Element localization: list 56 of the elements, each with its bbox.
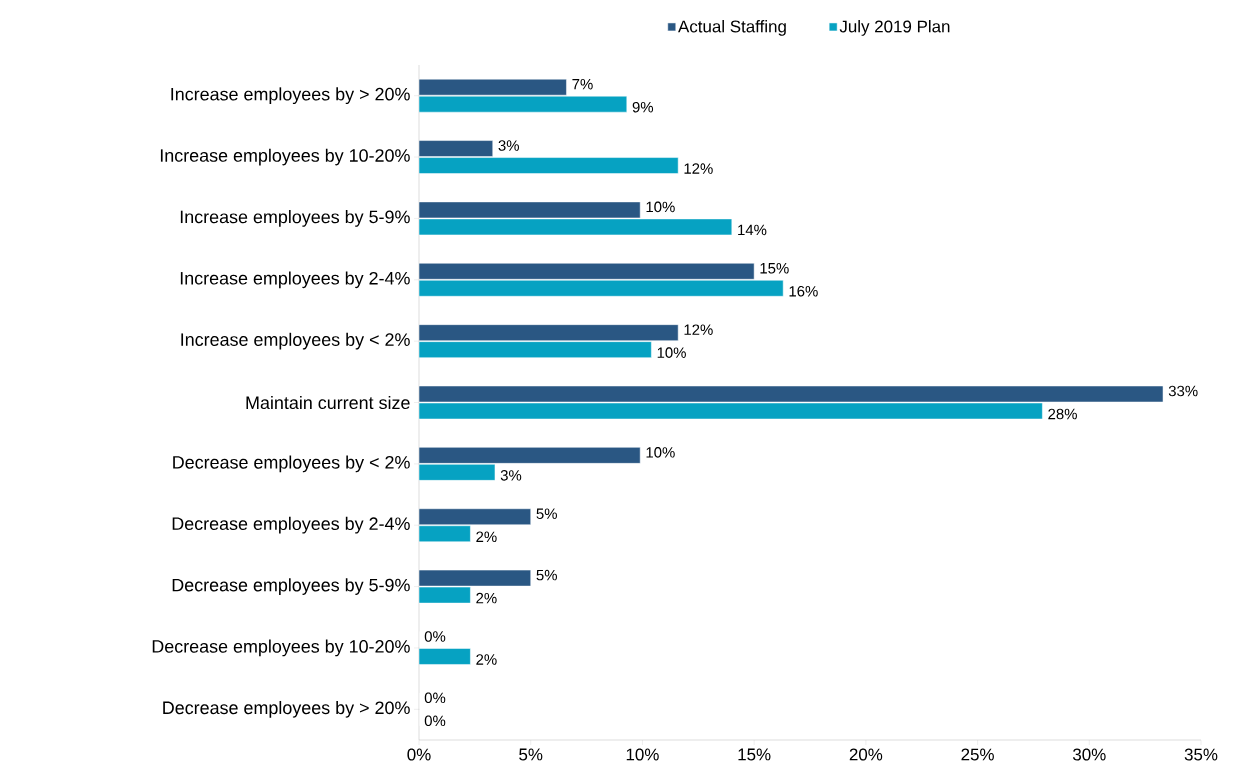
y-tick-label: Increase employees by 10-20% [160, 148, 410, 166]
data-label: 2% [476, 654, 497, 665]
bar [419, 157, 679, 174]
data-label: 0% [424, 631, 446, 642]
data-label: 3% [500, 470, 522, 481]
bar [419, 140, 493, 157]
x-tick-label: 30% [1072, 748, 1106, 761]
bar [419, 508, 531, 525]
bar [419, 95, 628, 113]
y-tick-label: Decrease employees by < 2% [173, 455, 410, 473]
bar [419, 447, 641, 464]
bar [419, 324, 679, 341]
data-label: 7% [572, 78, 593, 90]
bar [419, 341, 652, 358]
data-label: 2% [476, 531, 497, 542]
data-label: 10% [646, 447, 675, 458]
y-tick-label: Increase employees by < 2% [181, 332, 410, 350]
y-tick-label: Increase employees by 2-4% [180, 271, 410, 289]
y-tick-label: Decrease employees by 2-4% [172, 516, 410, 534]
data-label: 2% [476, 592, 497, 604]
legend-label: Actual Staffing [678, 20, 786, 36]
bar [419, 280, 784, 297]
y-tick-label: Decrease employees by 5-9% [172, 578, 410, 595]
data-label: 0% [424, 715, 446, 727]
data-label: 15% [760, 263, 789, 274]
data-label: 3% [498, 140, 519, 151]
data-label: 28% [1048, 408, 1077, 420]
y-tick-label: Increase employees by > 20% [171, 87, 410, 105]
data-label: 10% [657, 347, 686, 358]
data-label: 14% [738, 224, 767, 236]
legend-label: July 2019 Plan [839, 20, 950, 36]
y-tick-label: Decrease employees by > 20% [163, 700, 410, 718]
data-label: 16% [789, 285, 818, 297]
data-label: 9% [632, 101, 654, 113]
y-tick-label: Increase employees by 5-9% [180, 210, 410, 227]
x-tick-label: 15% [738, 748, 771, 761]
x-tick-label: 20% [849, 748, 883, 761]
data-label: 33% [1168, 385, 1198, 397]
data-label: 10% [646, 201, 675, 213]
y-tick-label: Maintain current size [246, 395, 410, 410]
bar [419, 78, 567, 96]
x-tick-label: 5% [519, 748, 543, 761]
x-tick-label: 35% [1184, 748, 1218, 761]
x-tick-label: 0% [407, 748, 431, 761]
data-label: 0% [424, 692, 446, 704]
bar [419, 263, 755, 280]
data-label: 5% [536, 508, 557, 519]
data-label: 12% [684, 163, 713, 174]
data-label: 5% [536, 569, 557, 581]
bar [419, 525, 471, 542]
y-tick-label: Decrease employees by 10-20% [152, 639, 410, 657]
data-label: 12% [684, 324, 713, 335]
bar [419, 648, 471, 665]
x-tick-label: 10% [626, 748, 659, 761]
bar [419, 464, 496, 481]
x-tick-label: 25% [961, 748, 994, 761]
